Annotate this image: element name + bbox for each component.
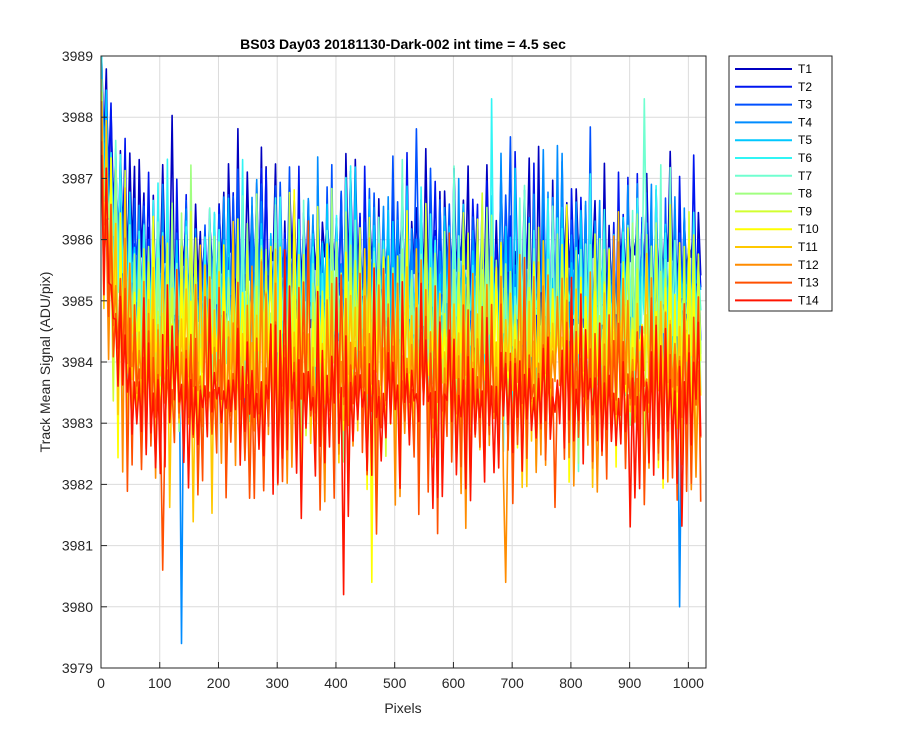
x-tick-label: 500 bbox=[383, 675, 407, 691]
legend-label: T5 bbox=[798, 133, 812, 147]
y-tick-label: 3979 bbox=[62, 660, 93, 676]
x-tick-label: 700 bbox=[500, 675, 524, 691]
legend-box bbox=[728, 55, 833, 312]
series-line-t14 bbox=[100, 154, 702, 596]
legend-label: T14 bbox=[798, 293, 819, 307]
x-tick-label: 100 bbox=[148, 675, 172, 691]
legend-label: T4 bbox=[798, 115, 812, 129]
y-tick-label: 3984 bbox=[62, 354, 93, 370]
y-tick-label: 3980 bbox=[62, 599, 93, 615]
legend-label: T10 bbox=[798, 222, 819, 236]
legend-label: T2 bbox=[798, 80, 812, 94]
x-tick-label: 600 bbox=[442, 675, 466, 691]
legend-label: T11 bbox=[798, 240, 818, 254]
x-tick-label: 400 bbox=[324, 675, 348, 691]
legend-label: T8 bbox=[798, 187, 812, 201]
y-tick-label: 3986 bbox=[62, 232, 93, 248]
legend-label: T12 bbox=[798, 258, 819, 272]
x-axis-label: Pixels bbox=[384, 700, 421, 716]
x-tick-label: 300 bbox=[266, 675, 290, 691]
y-axis-label: Track Mean Signal (ADU/pix) bbox=[37, 272, 53, 453]
y-tick-label: 3983 bbox=[62, 415, 93, 431]
legend: T1 T2 T3 T4 T5 T6 T7 T8 T9 T10 T11 T12 T13 T14 bbox=[728, 55, 833, 312]
y-tick-label: 3981 bbox=[62, 538, 93, 554]
y-tick-label: 3985 bbox=[62, 293, 93, 309]
y-tick-label: 3988 bbox=[62, 109, 93, 125]
x-tick-label: 0 bbox=[97, 675, 105, 691]
legend-label: T6 bbox=[798, 151, 812, 165]
legend-label: T9 bbox=[798, 204, 812, 218]
legend-label: T1 bbox=[798, 62, 812, 76]
y-tick-label: 3987 bbox=[62, 170, 93, 186]
x-tick-label: 800 bbox=[559, 675, 583, 691]
x-tick-label: 900 bbox=[618, 675, 642, 691]
legend-label: T7 bbox=[798, 169, 812, 183]
series-group bbox=[100, 55, 702, 645]
y-tick-label: 3989 bbox=[62, 48, 93, 64]
ticks: 0 100 200 300 400 500 600 700 800 900 1000 3979 3980… bbox=[62, 48, 704, 691]
x-tick-label: 1000 bbox=[673, 675, 704, 691]
legend-label: T3 bbox=[798, 98, 812, 112]
y-tick-label: 3982 bbox=[62, 476, 93, 492]
chart-title: BS03 Day03 20181130-Dark-002 int time = … bbox=[240, 36, 566, 52]
legend-label: T13 bbox=[798, 276, 819, 290]
x-tick-label: 200 bbox=[207, 675, 231, 691]
